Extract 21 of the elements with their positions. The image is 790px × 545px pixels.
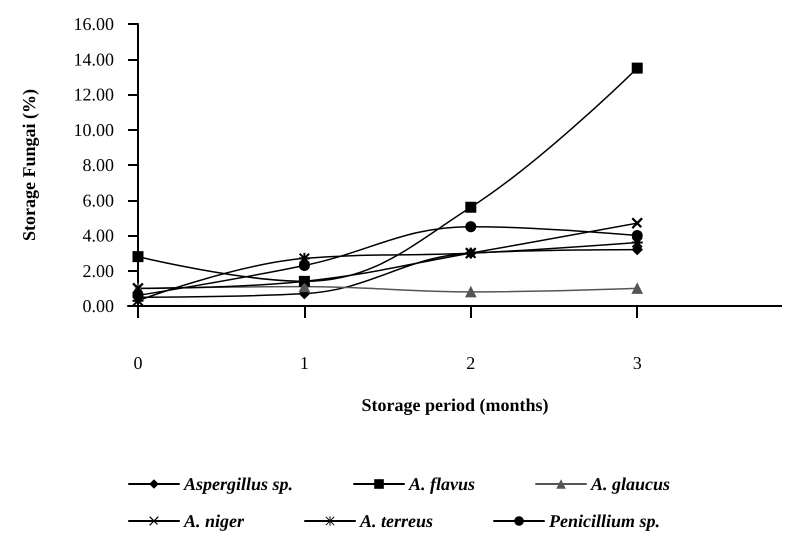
x-axis-title: Storage period (months) <box>362 395 548 415</box>
x-tick-label: 3 <box>632 353 642 373</box>
y-tick-label: 14.00 <box>74 49 114 70</box>
y-tick-label: 0.00 <box>82 296 114 316</box>
y-tick-label: 10.00 <box>74 120 114 140</box>
y-tick-label: 8.00 <box>82 155 114 175</box>
x-tick-label: 1 <box>300 353 309 373</box>
legend-label: Aspergillus sp. <box>183 474 294 494</box>
y-axis-title: Storage Fungai (%) <box>19 89 39 241</box>
legend-label: Penicillium sp. <box>548 511 660 531</box>
legend-label: A. terreus <box>359 511 434 531</box>
legend-label: A. glaucus <box>590 474 670 494</box>
x-tick-label: 0 <box>133 353 142 373</box>
y-tick-label: 2.00 <box>82 260 114 281</box>
legend-label: A. niger <box>183 511 246 531</box>
legend-label: A. flavus <box>408 474 476 494</box>
y-tick-label: 16.00 <box>74 14 114 34</box>
y-tick-label: 4.00 <box>82 226 114 246</box>
y-tick-label: 6.00 <box>82 190 114 210</box>
y-tick-label: 12.00 <box>74 84 114 104</box>
x-tick-label: 2 <box>466 353 476 373</box>
